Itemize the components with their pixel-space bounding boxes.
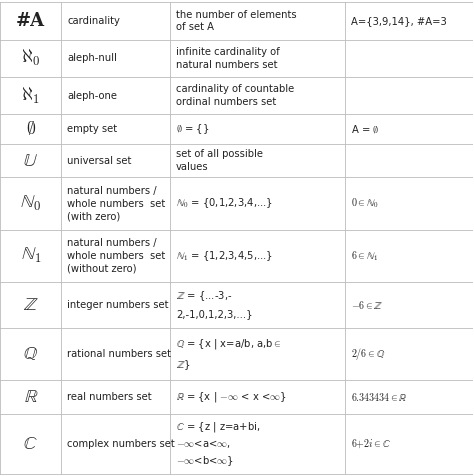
Text: complex numbers set: complex numbers set [67,439,175,449]
Text: $\emptyset$: $\emptyset$ [26,120,36,138]
Text: $2/6 \in \mathbb{Q}$: $2/6 \in \mathbb{Q}$ [351,347,385,362]
Text: $\mathbb{N}_0$ = {0,1,2,3,4,...}: $\mathbb{N}_0$ = {0,1,2,3,4,...} [176,197,273,210]
Text: $\emptyset$ = {}: $\emptyset$ = {} [176,122,210,136]
Text: set of all possible
values: set of all possible values [176,149,263,172]
Text: $\mathbb{N}_1$: $\mathbb{N}_1$ [20,246,41,265]
Text: infinite cardinality of
natural numbers set: infinite cardinality of natural numbers … [176,47,280,69]
Text: $\mathbb{Q}$ = {x | x=a/b, a,b$\in$: $\mathbb{Q}$ = {x | x=a/b, a,b$\in$ [176,337,282,351]
Text: universal set: universal set [67,156,132,166]
Text: $\mathbb{N}_1$ = {1,2,3,4,5,...}: $\mathbb{N}_1$ = {1,2,3,4,5,...} [176,249,273,263]
Text: integer numbers set: integer numbers set [67,300,169,310]
Text: $\mathbb{Z}$}: $\mathbb{Z}$} [176,358,191,372]
Text: 2,-1,0,1,2,3,...}: 2,-1,0,1,2,3,...} [176,309,253,319]
Text: natural numbers /
whole numbers  set
(without zero): natural numbers / whole numbers set (wit… [67,238,165,274]
Text: empty set: empty set [67,124,117,134]
Text: aleph-one: aleph-one [67,90,117,100]
Text: aleph-null: aleph-null [67,53,117,63]
Text: $0 \in \mathbb{N}_0$: $0 \in \mathbb{N}_0$ [351,197,379,210]
Text: the number of elements
of set A: the number of elements of set A [176,10,297,32]
Text: $\mathbb{U}$: $\mathbb{U}$ [23,152,38,170]
Text: $\mathbb{N}_0$: $\mathbb{N}_0$ [20,194,41,213]
Text: $\aleph_0$: $\aleph_0$ [21,48,41,68]
Text: A = $\emptyset$: A = $\emptyset$ [351,123,379,135]
Text: natural numbers /
whole numbers  set
(with zero): natural numbers / whole numbers set (wit… [67,186,165,221]
Text: $\mathbb{R}$ = {x | $-\infty$ < x <$\infty$}: $\mathbb{R}$ = {x | $-\infty$ < x <$\inf… [176,390,287,404]
Text: $-6 \in \mathbb{Z}$: $-6 \in \mathbb{Z}$ [351,299,383,311]
Text: $-\infty$<b<$\infty$}: $-\infty$<b<$\infty$} [176,454,234,468]
Text: $6.343434 \in \mathbb{R}$: $6.343434 \in \mathbb{R}$ [351,391,408,403]
Text: $6{+}2i \in \mathbb{C}$: $6{+}2i \in \mathbb{C}$ [351,437,392,450]
Text: $-\infty$<a<$\infty$,: $-\infty$<a<$\infty$, [176,438,231,450]
Text: $6 \in \mathbb{N}_1$: $6 \in \mathbb{N}_1$ [351,249,378,263]
Text: $\mathbb{C}$: $\mathbb{C}$ [23,435,38,453]
Text: $\aleph_1$: $\aleph_1$ [21,86,40,106]
Text: $\mathbb{C}$ = {z | z=a+bi,: $\mathbb{C}$ = {z | z=a+bi, [176,420,260,434]
Text: cardinality: cardinality [67,16,120,26]
Text: rational numbers set: rational numbers set [67,349,171,359]
Text: #A: #A [16,12,46,30]
Text: $\mathbb{Z}$ = {...-3,-: $\mathbb{Z}$ = {...-3,- [176,289,232,303]
Text: $\mathbb{Q}$: $\mathbb{Q}$ [23,346,38,363]
Text: cardinality of countable
ordinal numbers set: cardinality of countable ordinal numbers… [176,84,294,107]
Text: $\mathbb{Z}$: $\mathbb{Z}$ [23,296,38,314]
Text: real numbers set: real numbers set [67,392,152,402]
Text: $\mathbb{R}$: $\mathbb{R}$ [24,388,38,406]
Text: A={3,9,14}, #A=3: A={3,9,14}, #A=3 [351,16,447,26]
